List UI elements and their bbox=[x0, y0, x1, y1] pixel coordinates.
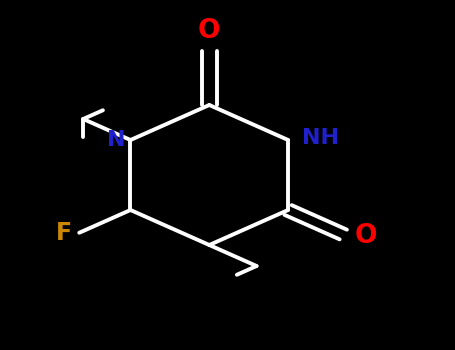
Text: F: F bbox=[56, 221, 72, 245]
Text: NH: NH bbox=[302, 128, 339, 148]
Text: O: O bbox=[354, 223, 377, 249]
Text: N: N bbox=[107, 130, 126, 150]
Text: O: O bbox=[198, 19, 221, 44]
